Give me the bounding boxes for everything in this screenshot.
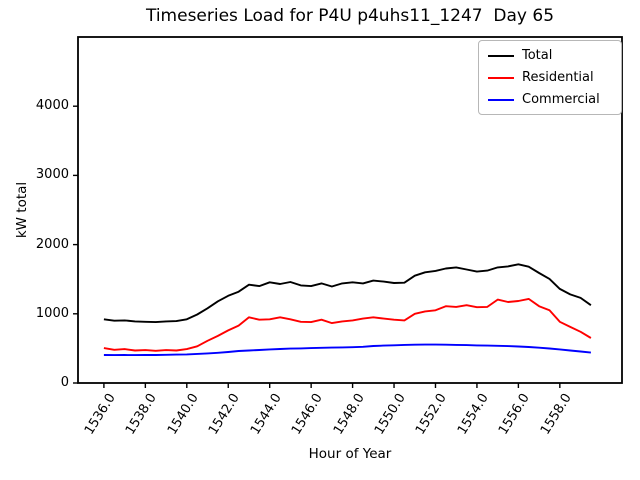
y-tick-label: 4000	[35, 98, 69, 114]
y-tick-label: 2000	[35, 236, 69, 252]
series-line-commercial	[103, 343, 592, 357]
y-tick-label: 0	[60, 375, 69, 390]
legend-line-sample	[488, 54, 514, 57]
chart-title: Timeseries Load for P4U p4uhs11_1247 Day…	[145, 6, 555, 26]
axes-spines	[77, 36, 623, 384]
series-line-total	[103, 263, 592, 324]
x-axis-label: Hour of Year	[308, 446, 392, 462]
legend-line-sample	[488, 98, 514, 101]
legend: Total Residential Commercial	[478, 40, 622, 115]
legend-line-sample	[488, 76, 514, 79]
legend-label: Residential	[522, 70, 594, 85]
legend-entry-total: Total	[488, 48, 612, 63]
legend-entry-residential: Residential	[488, 70, 612, 85]
legend-entry-commercial: Commercial	[488, 92, 612, 107]
y-tick-label: 1000	[35, 305, 69, 321]
y-tick-label: 3000	[35, 167, 69, 183]
series-line-residential	[103, 297, 592, 352]
legend-label: Commercial	[522, 92, 600, 107]
legend-label: Total	[522, 48, 553, 63]
